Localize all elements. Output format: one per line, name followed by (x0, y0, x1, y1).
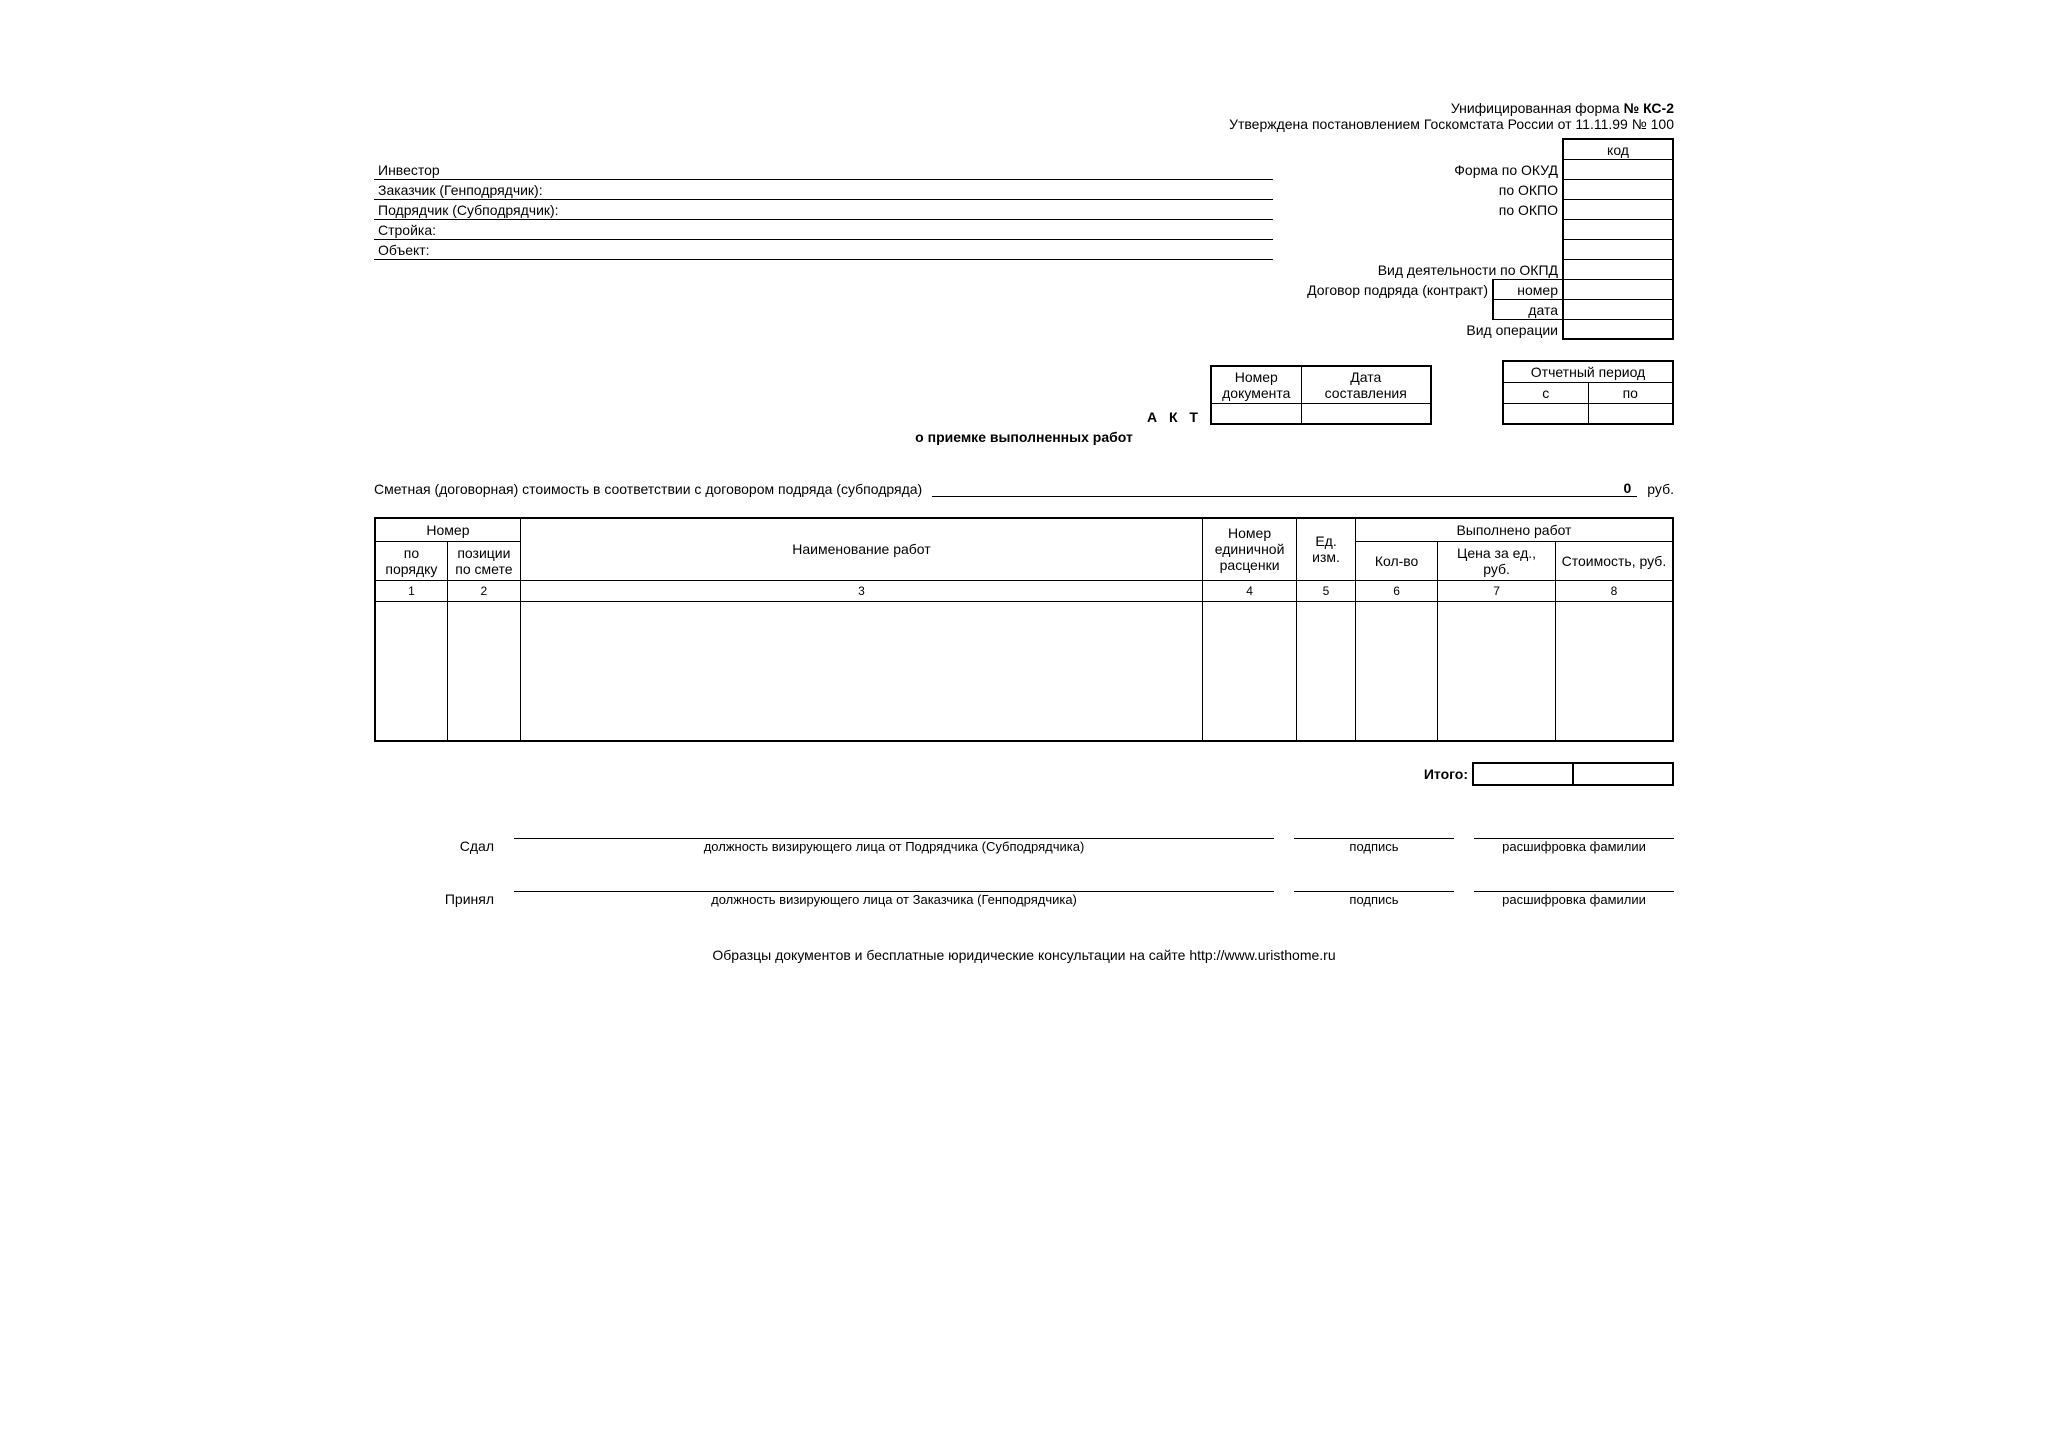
total-price (1473, 763, 1573, 785)
signatures: Сдал должность визирующего лица от Подря… (374, 821, 1674, 907)
th-qty: Кол-во (1355, 541, 1437, 580)
gave-name-line (1474, 821, 1674, 839)
th-unit-price-num: Номер единичной расценки (1203, 518, 1297, 581)
doc-date-value (1301, 404, 1431, 424)
received-signature-hint: подпись (1294, 892, 1454, 907)
form-header: Унифицированная форма № КС-2 Утверждена … (374, 100, 1674, 132)
colnum-2: 2 (447, 580, 520, 601)
construction-code (1563, 219, 1673, 239)
operation-code (1563, 319, 1673, 339)
contractor-label: Подрядчик (Субподрядчик): (378, 202, 559, 218)
cost-currency: руб. (1647, 481, 1674, 497)
received-signature-line (1294, 874, 1454, 892)
activity-code (1563, 259, 1673, 279)
doc-number-table: Номер документа Дата составления (1210, 365, 1432, 425)
period-to-value (1588, 404, 1673, 424)
th-work-name: Наименование работ (520, 518, 1202, 581)
operation-label: Вид операции (1273, 319, 1563, 339)
total-label: Итого: (1403, 763, 1473, 785)
doc-date-header: Дата составления (1301, 366, 1431, 404)
construction-label: Стройка: (378, 222, 436, 238)
akt-subtitle: о приемке выполненных работ (374, 429, 1674, 445)
report-period-header: Отчетный период (1503, 361, 1673, 383)
okud-label: Форма по ОКУД (1273, 159, 1563, 179)
investor-label: Инвестор (378, 162, 440, 178)
gave-label: Сдал (374, 838, 494, 854)
activity-label: Вид деятельности по ОКПД (1273, 259, 1563, 279)
th-order: по порядку (375, 541, 447, 580)
gave-position-line (514, 821, 1274, 839)
th-price: Цена за ед., руб. (1438, 541, 1556, 580)
report-period-table: Отчетный период с по (1502, 360, 1674, 425)
footer-text: Образцы документов и бесплатные юридичес… (374, 947, 1674, 963)
colnum-6: 6 (1355, 580, 1437, 601)
received-name-line (1474, 874, 1674, 892)
th-number: Номер (375, 518, 520, 542)
gave-name-hint: расшифровка фамилии (1474, 839, 1674, 854)
form-number: № КС-2 (1624, 100, 1674, 116)
gave-signature-hint: подпись (1294, 839, 1454, 854)
okud-code (1563, 159, 1673, 179)
okpo-label-1: по ОКПО (1273, 179, 1563, 199)
period-to-label: по (1588, 383, 1673, 404)
gave-signature-line (1294, 821, 1454, 839)
okpo-code-1 (1563, 179, 1673, 199)
table-row (375, 601, 1673, 741)
contract-date-label: дата (1493, 299, 1563, 319)
th-unit: Ед. изм. (1297, 518, 1356, 581)
received-position-line (514, 874, 1274, 892)
contract-number-label: номер (1493, 279, 1563, 299)
received-label: Принял (374, 891, 494, 907)
form-title-prefix: Унифицированная форма (1451, 100, 1624, 116)
colnum-1: 1 (375, 580, 447, 601)
customer-label: Заказчик (Генподрядчик): (378, 182, 543, 198)
received-name-hint: расшифровка фамилии (1474, 892, 1674, 907)
doc-num-header: Номер документа (1211, 366, 1301, 404)
works-table: Номер Наименование работ Номер единичной… (374, 517, 1674, 743)
period-from-value (1503, 404, 1588, 424)
object-label: Объект: (378, 242, 430, 258)
code-header: код (1563, 139, 1673, 159)
gave-position-hint: должность визирующего лица от Подрядчика… (514, 839, 1274, 854)
colnum-4: 4 (1203, 580, 1297, 601)
doc-num-value (1211, 404, 1301, 424)
colnum-3: 3 (520, 580, 1202, 601)
period-from-label: с (1503, 383, 1588, 404)
contract-label: Договор подряда (контракт) (1273, 279, 1493, 299)
colnum-8: 8 (1555, 580, 1673, 601)
th-done: Выполнено работ (1355, 518, 1673, 542)
works-total-table: Итого: (374, 762, 1674, 786)
okpo-code-2 (1563, 199, 1673, 219)
total-cost (1573, 763, 1673, 785)
th-estimate-pos: позиции по смете (447, 541, 520, 580)
cost-value: 0 (932, 480, 1637, 497)
okpo-label-2: по ОКПО (1273, 199, 1563, 219)
object-code (1563, 239, 1673, 259)
akt-title: А К Т (1147, 409, 1202, 425)
parties-codes-table: код Инвестор Форма по ОКУД Заказчик (Ген… (374, 138, 1674, 340)
th-cost: Стоимость, руб. (1555, 541, 1673, 580)
received-position-hint: должность визирующего лица от Заказчика … (514, 892, 1274, 907)
contract-number-code (1563, 279, 1673, 299)
cost-label: Сметная (договорная) стоимость в соответ… (374, 481, 922, 497)
colnum-7: 7 (1438, 580, 1556, 601)
colnum-5: 5 (1297, 580, 1356, 601)
form-approved: Утверждена постановлением Госкомстата Ро… (1229, 116, 1674, 132)
contract-date-code (1563, 299, 1673, 319)
